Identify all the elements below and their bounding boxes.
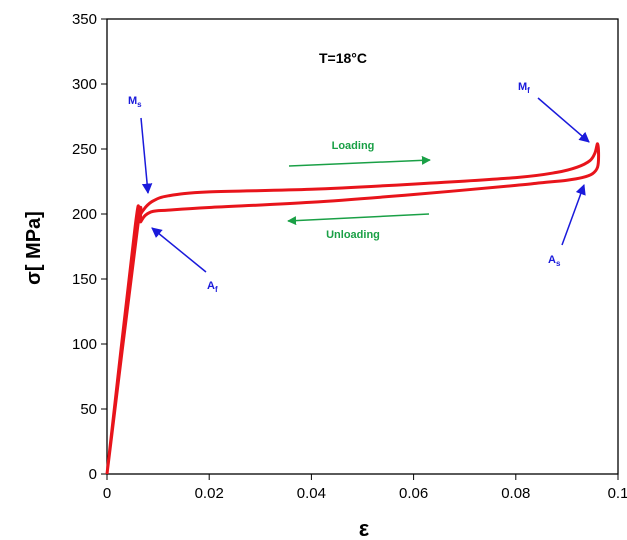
y-tick-label: 0 <box>89 466 97 483</box>
mf-label-sub: f <box>527 86 530 95</box>
as-label-sub: s <box>556 259 561 268</box>
y-axis-ticks: 0 50 100 150 200 250 300 350 <box>72 11 107 483</box>
af-label-sub: f <box>215 285 218 294</box>
plot-area-frame <box>106 18 619 475</box>
x-tick-label: 0.08 <box>501 485 530 502</box>
ms-label-base: M <box>128 95 137 107</box>
temperature-label: T=18°C <box>319 50 367 66</box>
mf-label-base: M <box>518 81 527 93</box>
x-tick-label: 0.1 <box>608 485 627 502</box>
af-annotation: Af <box>151 227 218 294</box>
ms-arrow <box>140 117 153 195</box>
ms-label-sub: s <box>137 100 142 109</box>
af-arrow <box>151 227 207 273</box>
y-tick-label: 200 <box>72 206 97 223</box>
y-tick-label: 150 <box>72 271 97 288</box>
x-tick-label: 0.06 <box>399 485 428 502</box>
ms-annotation: Ms <box>128 95 153 195</box>
af-label: Af <box>207 280 218 294</box>
x-tick-label: 0 <box>103 485 111 502</box>
unloading-label: Unloading <box>326 229 380 241</box>
af-label-base: A <box>207 280 215 292</box>
y-tick-label: 300 <box>72 76 97 93</box>
as-arrow <box>561 184 586 246</box>
ms-label: Ms <box>128 95 142 109</box>
x-axis-ticks: 0 0.02 0.04 0.06 0.08 0.1 <box>103 474 627 502</box>
mf-label: Mf <box>518 81 530 95</box>
y-tick-label: 250 <box>72 141 97 158</box>
y-tick-label: 50 <box>80 401 97 418</box>
as-annotation: As <box>548 184 586 268</box>
loading-arrow <box>288 155 431 167</box>
y-axis-title: σ[ MPa] <box>23 211 45 285</box>
x-tick-label: 0.02 <box>195 485 224 502</box>
as-label-base: A <box>548 254 556 266</box>
mf-annotation: Mf <box>518 81 590 143</box>
x-axis-title: ε <box>359 516 370 540</box>
x-tick-label: 0.04 <box>297 485 326 502</box>
unloading-arrow <box>287 213 430 226</box>
as-label: As <box>548 254 561 268</box>
y-tick-label: 350 <box>72 11 97 28</box>
hysteresis-curve <box>105 142 601 475</box>
mf-arrow <box>537 97 590 143</box>
y-tick-label: 100 <box>72 336 97 353</box>
loading-label: Loading <box>332 140 375 152</box>
